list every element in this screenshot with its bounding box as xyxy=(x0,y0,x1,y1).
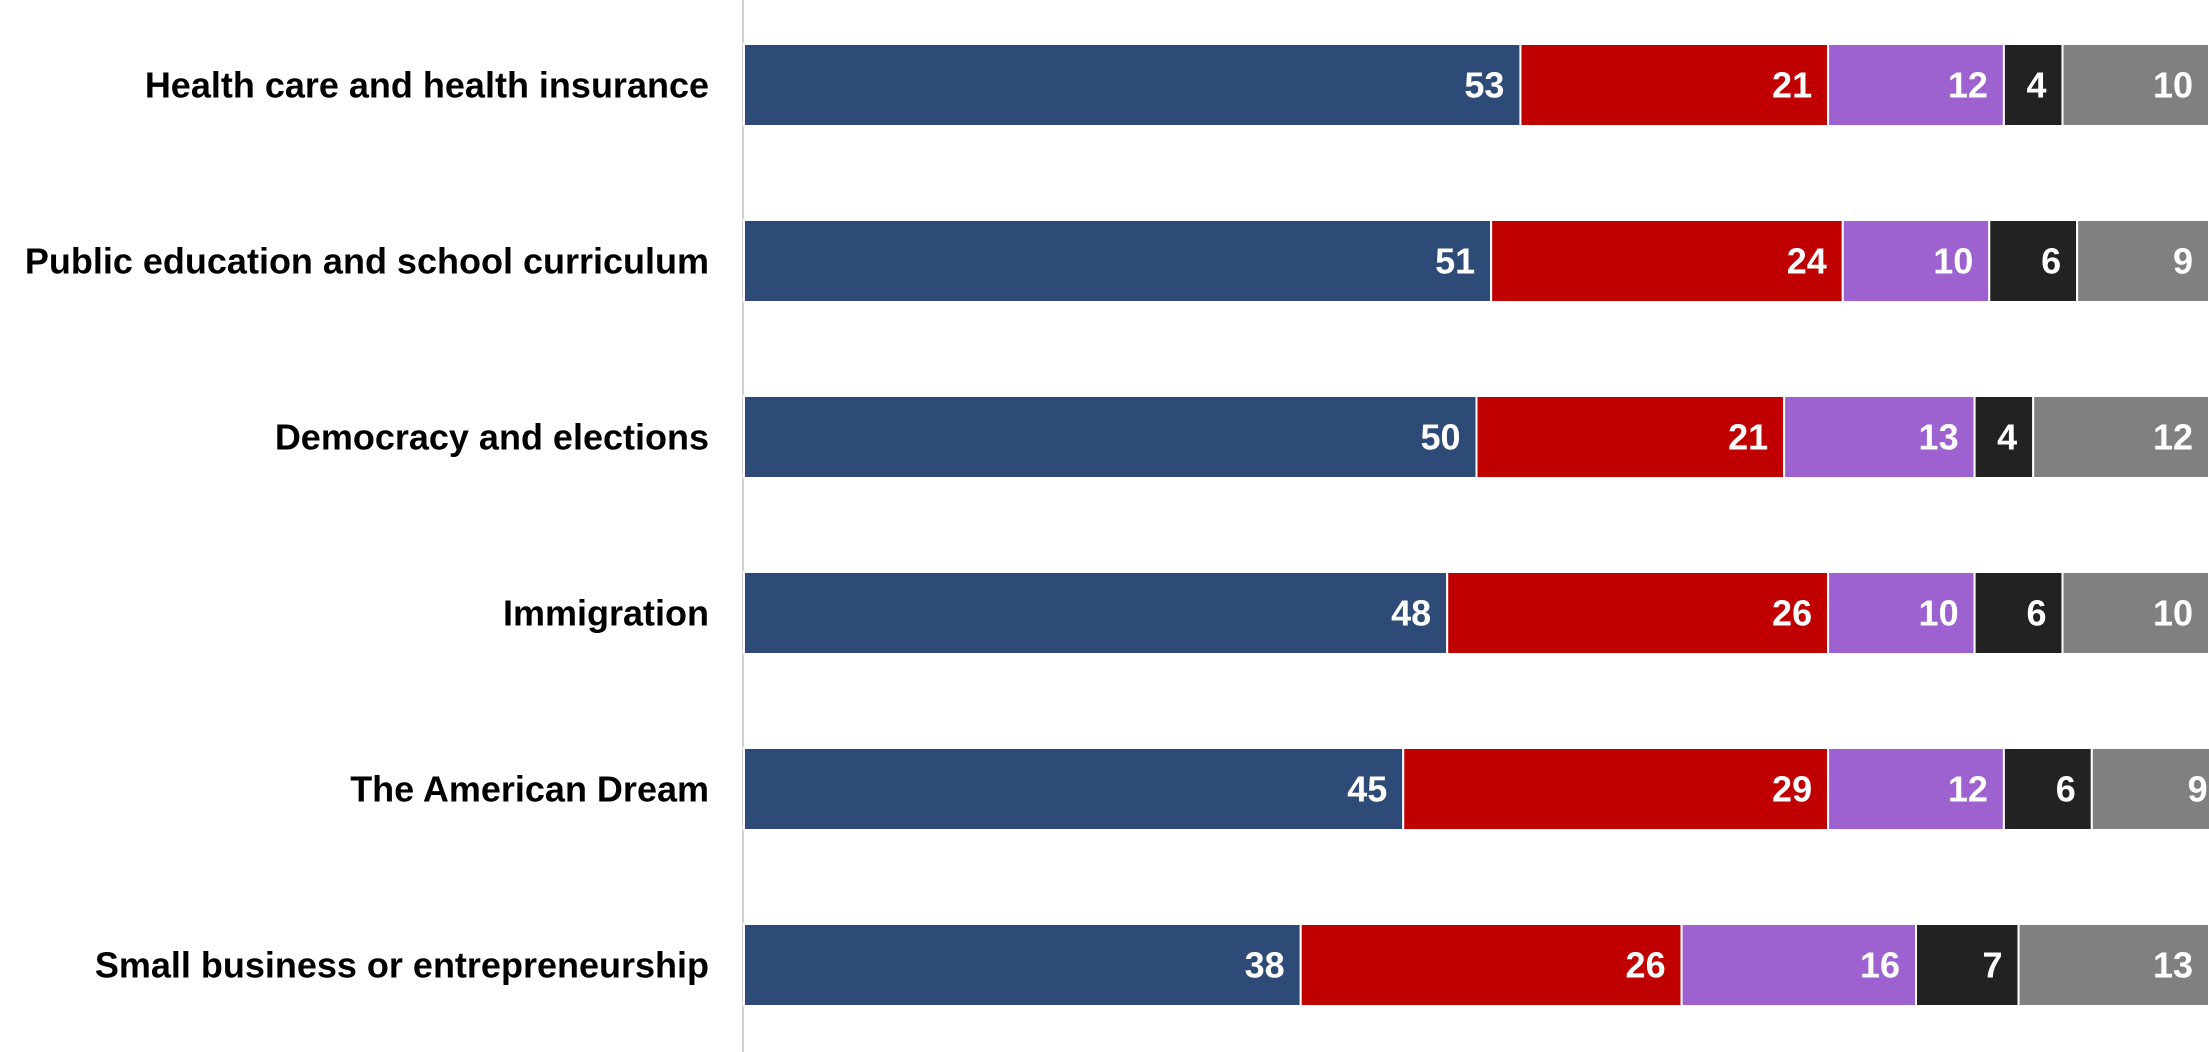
value-label-the-american-dream-series-2: 29 xyxy=(1772,769,1812,810)
category-label-public-education-and-school-curriculum: Public education and school curriculum xyxy=(25,241,709,282)
value-label-democracy-and-elections-series-3: 13 xyxy=(1919,417,1959,458)
bar-segment-small-business-or-entrepreneurship-series-1 xyxy=(743,923,1302,1007)
bar-segment-democracy-and-elections-series-4 xyxy=(1973,395,2035,479)
bar-segment-the-american-dream-series-4 xyxy=(2002,747,2093,831)
value-label-health-care-and-health-insurance-series-1: 53 xyxy=(1464,65,1504,106)
category-labels: Health care and health insurance Public e… xyxy=(25,65,709,986)
bar-segment-public-education-and-school-curriculum-series-1 xyxy=(743,219,1493,303)
value-label-immigration-series-2: 26 xyxy=(1772,593,1812,634)
bar-segment-immigration-series-1 xyxy=(743,571,1449,655)
value-label-small-business-or-entrepreneurship-series-3: 16 xyxy=(1860,945,1900,986)
value-label-democracy-and-elections-series-1: 50 xyxy=(1420,417,1460,458)
bar-segment-immigration-series-4 xyxy=(1973,571,2064,655)
value-label-small-business-or-entrepreneurship-series-2: 26 xyxy=(1626,945,1666,986)
category-label-immigration: Immigration xyxy=(503,593,709,634)
bar-segment-health-care-and-health-insurance-series-3 xyxy=(1827,43,2005,127)
value-label-small-business-or-entrepreneurship-series-1: 38 xyxy=(1245,945,1285,986)
bar-segment-democracy-and-elections-series-1 xyxy=(743,395,1478,479)
bar-segment-public-education-and-school-curriculum-series-4 xyxy=(1988,219,2079,303)
bar-segment-the-american-dream-series-5 xyxy=(2090,747,2209,831)
value-label-health-care-and-health-insurance-series-2: 21 xyxy=(1772,65,1812,106)
value-label-immigration-series-3: 10 xyxy=(1919,593,1959,634)
value-label-health-care-and-health-insurance-series-4: 4 xyxy=(2026,65,2046,106)
bar-segment-immigration-series-5 xyxy=(2061,571,2209,655)
value-label-public-education-and-school-curriculum-series-2: 24 xyxy=(1787,241,1827,282)
category-label-the-american-dream: The American Dream xyxy=(350,769,709,810)
value-label-public-education-and-school-curriculum-series-4: 6 xyxy=(2041,241,2061,282)
value-label-immigration-series-5: 10 xyxy=(2153,593,2193,634)
value-label-the-american-dream-series-5: 9 xyxy=(2188,769,2208,810)
bar-segment-immigration-series-3 xyxy=(1827,571,1976,655)
value-label-small-business-or-entrepreneurship-series-5: 13 xyxy=(2153,945,2193,986)
value-label-health-care-and-health-insurance-series-5: 10 xyxy=(2153,65,2193,106)
bar-segment-immigration-series-2 xyxy=(1446,571,1830,655)
value-label-democracy-and-elections-series-4: 4 xyxy=(1997,417,2017,458)
category-label-health-care-and-health-insurance: Health care and health insurance xyxy=(145,65,709,106)
bar-segment-the-american-dream-series-2 xyxy=(1402,747,1830,831)
bar-segment-small-business-or-entrepreneurship-series-4 xyxy=(1915,923,2020,1007)
bar-segment-health-care-and-health-insurance-series-4 xyxy=(2002,43,2064,127)
category-label-democracy-and-elections: Democracy and elections xyxy=(275,417,709,458)
bar-segment-public-education-and-school-curriculum-series-3 xyxy=(1841,219,1991,303)
bar-segment-small-business-or-entrepreneurship-series-3 xyxy=(1680,923,1917,1007)
bar-segment-small-business-or-entrepreneurship-series-5 xyxy=(2017,923,2209,1007)
value-label-health-care-and-health-insurance-series-3: 12 xyxy=(1948,65,1988,106)
value-label-democracy-and-elections-series-5: 12 xyxy=(2153,417,2193,458)
bars-group xyxy=(743,43,2209,1007)
category-label-small-business-or-entrepreneurship: Small business or entrepreneurship xyxy=(95,945,709,986)
bar-segment-health-care-and-health-insurance-series-5 xyxy=(2061,43,2209,127)
value-label-the-american-dream-series-3: 12 xyxy=(1948,769,1988,810)
value-label-immigration-series-1: 48 xyxy=(1391,593,1431,634)
value-label-public-education-and-school-curriculum-series-5: 9 xyxy=(2173,241,2193,282)
bar-segment-small-business-or-entrepreneurship-series-2 xyxy=(1299,923,1683,1007)
bar-segment-democracy-and-elections-series-2 xyxy=(1475,395,1786,479)
bar-segment-the-american-dream-series-1 xyxy=(743,747,1405,831)
value-label-small-business-or-entrepreneurship-series-4: 7 xyxy=(1983,945,2003,986)
value-label-the-american-dream-series-1: 45 xyxy=(1347,769,1387,810)
value-label-immigration-series-4: 6 xyxy=(2026,593,2046,634)
value-labels: 53 21 12 4 10 51 24 10 6 9 50 21 13 4 12 48 26 10 6 10 45 29 1… xyxy=(1245,65,2208,986)
value-label-public-education-and-school-curriculum-series-1: 51 xyxy=(1435,241,1475,282)
bar-segment-health-care-and-health-insurance-series-1 xyxy=(743,43,1522,127)
value-label-public-education-and-school-curriculum-series-3: 10 xyxy=(1933,241,1973,282)
value-label-democracy-and-elections-series-2: 21 xyxy=(1728,417,1768,458)
bar-segment-public-education-and-school-curriculum-series-2 xyxy=(1490,219,1844,303)
value-label-the-american-dream-series-4: 6 xyxy=(2056,769,2076,810)
